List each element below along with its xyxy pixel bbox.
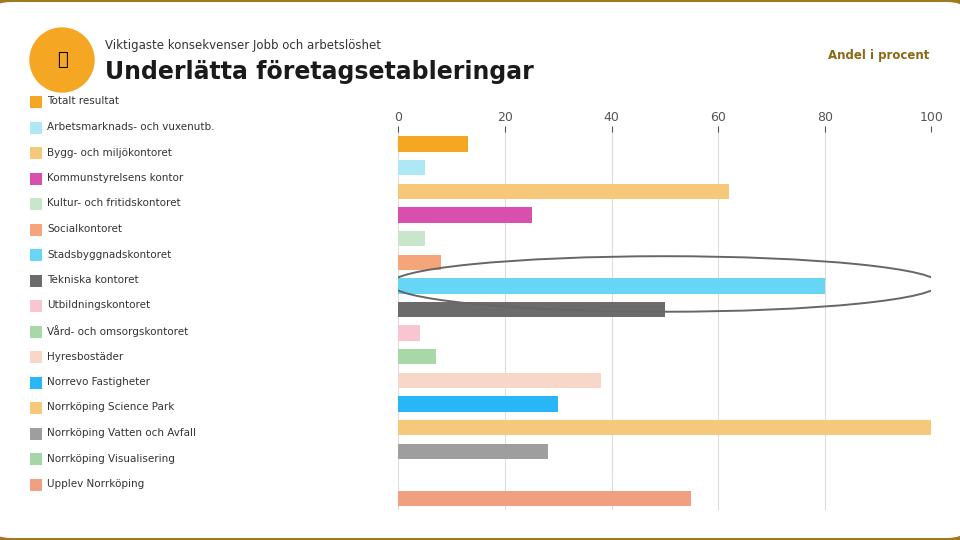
Text: Socialkontoret: Socialkontoret [47, 224, 122, 234]
Text: Upplev Norrköping: Upplev Norrköping [47, 479, 144, 489]
Text: Vård- och omsorgskontoret: Vård- och omsorgskontoret [47, 325, 188, 337]
Text: Kultur- och fritidskontoret: Kultur- och fritidskontoret [47, 199, 180, 208]
FancyBboxPatch shape [30, 96, 42, 108]
Bar [398, 396, 559, 411]
Bar [398, 420, 931, 435]
FancyBboxPatch shape [30, 326, 42, 338]
FancyBboxPatch shape [30, 453, 42, 465]
Text: Norrköping Visualisering: Norrköping Visualisering [47, 454, 175, 463]
FancyBboxPatch shape [30, 172, 42, 185]
Text: Arbetsmarknads- och vuxenutb.: Arbetsmarknads- och vuxenutb. [47, 122, 214, 132]
Bar [398, 491, 691, 506]
Bar [398, 160, 425, 176]
FancyBboxPatch shape [30, 249, 42, 261]
Text: Underlätta företagsetableringar: Underlätta företagsetableringar [105, 60, 534, 84]
Bar [398, 443, 547, 459]
Text: Viktigaste konsekvenser Jobb och arbetslöshet: Viktigaste konsekvenser Jobb och arbetsl… [105, 38, 381, 51]
Bar [398, 231, 425, 246]
Text: 🧳: 🧳 [57, 51, 67, 69]
Bar [398, 349, 436, 365]
Circle shape [30, 28, 94, 92]
FancyBboxPatch shape [30, 122, 42, 133]
Bar [398, 207, 532, 222]
Bar [398, 278, 825, 294]
Bar [398, 326, 420, 341]
Bar [398, 302, 664, 317]
Text: Stadsbyggnadskontoret: Stadsbyggnadskontoret [47, 249, 171, 260]
FancyBboxPatch shape [30, 224, 42, 235]
Bar [398, 184, 729, 199]
Text: Tekniska kontoret: Tekniska kontoret [47, 275, 138, 285]
Bar [398, 254, 441, 270]
FancyBboxPatch shape [30, 402, 42, 414]
Text: Bygg- och miljökontoret: Bygg- och miljökontoret [47, 147, 172, 158]
Text: Utbildningskontoret: Utbildningskontoret [47, 300, 150, 310]
FancyBboxPatch shape [30, 428, 42, 440]
FancyBboxPatch shape [30, 147, 42, 159]
Text: Andel i procent: Andel i procent [828, 49, 929, 62]
Text: Kommunstyrelsens kontor: Kommunstyrelsens kontor [47, 173, 183, 183]
FancyBboxPatch shape [30, 478, 42, 490]
FancyBboxPatch shape [30, 351, 42, 363]
Text: Hyresbostäder: Hyresbostäder [47, 352, 123, 361]
Bar [398, 137, 468, 152]
Bar [398, 373, 601, 388]
FancyBboxPatch shape [30, 300, 42, 312]
Text: Totalt resultat: Totalt resultat [47, 97, 119, 106]
FancyBboxPatch shape [30, 274, 42, 287]
FancyBboxPatch shape [30, 198, 42, 210]
Text: Norrköping Science Park: Norrköping Science Park [47, 402, 175, 413]
Text: Norrköping Vatten och Avfall: Norrköping Vatten och Avfall [47, 428, 196, 438]
FancyBboxPatch shape [30, 376, 42, 388]
Text: Norrevo Fastigheter: Norrevo Fastigheter [47, 377, 150, 387]
